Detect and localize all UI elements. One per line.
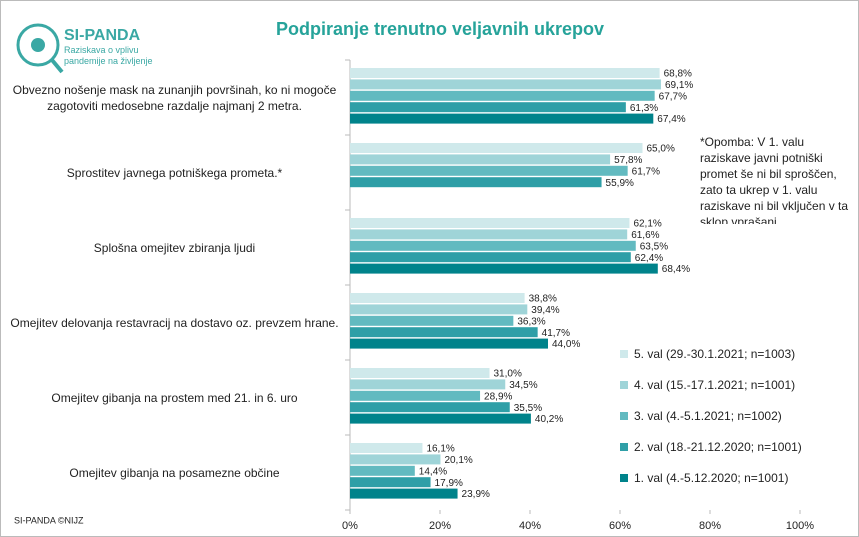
value-label: 69,1% (665, 80, 693, 91)
logo-subtitle: Raziskava o vplivu pandemije na življenj… (64, 45, 153, 66)
value-label: 20,1% (444, 455, 472, 466)
value-label: 61,7% (632, 166, 660, 177)
bar (350, 488, 458, 499)
bar (350, 177, 602, 188)
bar (350, 338, 548, 349)
category-label-box: Obvezno nošenje mask na zunanjih površin… (12, 82, 337, 113)
category-label-box: Omejitev delovanja restavracij na dostav… (10, 315, 339, 330)
bar (350, 315, 514, 326)
bar (350, 102, 626, 113)
bar (350, 477, 431, 488)
category-label: Omejitev gibanja na prostem med 21. in 6… (51, 390, 298, 405)
value-label: 44,0% (552, 339, 580, 350)
value-label: 36,3% (517, 316, 545, 327)
bar (350, 390, 481, 401)
logo-handle (50, 58, 64, 74)
x-tick-label: 40% (519, 520, 541, 532)
legend-label: 4. val (15.-17.1.2021; n=1001) (634, 378, 795, 392)
value-label: 67,4% (657, 114, 685, 125)
bar (350, 113, 654, 124)
category-label: Omejitev gibanja na posamezne občine (69, 465, 280, 480)
footer: SI-PANDA ©NIJZ (14, 515, 84, 525)
value-label: 62,4% (635, 253, 663, 264)
bar (350, 379, 506, 390)
category-label-box: Omejitev gibanja na posamezne občine (69, 465, 280, 480)
bar (350, 402, 510, 413)
value-label: 65,0% (647, 144, 675, 155)
chart-title: Podpiranje trenutno veljavnih ukrepov (276, 19, 604, 39)
x-tick-label: 60% (609, 520, 631, 532)
bar (350, 165, 628, 176)
value-label: 34,5% (509, 380, 537, 391)
value-label: 31,0% (494, 369, 522, 380)
logo-icon (16, 23, 60, 67)
logo-subtitle-box: Raziskava o vplivu pandemije na življenj… (64, 45, 153, 66)
value-label: 68,8% (664, 69, 692, 80)
value-label: 61,6% (631, 230, 659, 241)
value-label: 67,7% (659, 91, 687, 102)
value-label: 16,1% (426, 444, 454, 455)
bar (350, 465, 415, 476)
value-label: 40,2% (535, 414, 563, 425)
bar (350, 79, 661, 90)
bar (350, 413, 531, 424)
bar (350, 454, 441, 465)
value-label: 41,7% (542, 328, 570, 339)
category-label: Sprostitev javnega potniškega prometa.* (66, 165, 283, 180)
value-label: 39,4% (531, 305, 559, 316)
value-label: 38,8% (529, 294, 557, 305)
note-box: *Opomba: V 1. valu raziskave javni potni… (700, 135, 849, 224)
bar (350, 240, 636, 251)
category-label-box: Splošna omejitev zbiranja ljudi (93, 240, 256, 255)
legend-swatch (620, 412, 628, 420)
bar (350, 368, 490, 378)
bar (350, 154, 611, 165)
legend-label: 3. val (4.-5.1.2021; n=1002) (634, 409, 782, 423)
value-label: 17,9% (435, 478, 463, 489)
value-label: 28,9% (484, 391, 512, 402)
value-label: 68,4% (662, 264, 690, 275)
bar (350, 68, 660, 78)
logo-virus (31, 38, 45, 52)
note: *Opomba: V 1. valu raziskave javni potni… (700, 135, 849, 224)
category-label-box: Sprostitev javnega potniškega prometa.* (66, 165, 283, 180)
x-tick-label: 100% (786, 520, 814, 532)
value-label: 35,5% (514, 403, 542, 414)
value-label: 55,9% (606, 178, 634, 189)
bar (350, 143, 643, 153)
bar (350, 293, 525, 303)
value-label: 23,9% (462, 489, 490, 500)
bar (350, 252, 631, 263)
value-label: 14,4% (419, 466, 447, 477)
category-label: Omejitev delovanja restavracij na dostav… (10, 315, 339, 330)
logo-name: SI-PANDA (64, 27, 141, 44)
category-label: Obvezno nošenje mask na zunanjih površin… (12, 82, 337, 113)
legend-swatch (620, 474, 628, 482)
bar (350, 263, 658, 274)
bar (350, 229, 628, 240)
bar (350, 304, 528, 315)
bar (350, 443, 423, 453)
x-tick-label: 0% (342, 520, 358, 532)
value-label: 62,1% (633, 219, 661, 230)
x-tick-label: 20% (429, 520, 451, 532)
legend-label: 2. val (18.-21.12.2020; n=1001) (634, 440, 802, 454)
x-tick-label: 80% (699, 520, 721, 532)
value-label: 61,3% (630, 103, 658, 114)
bar (350, 90, 655, 101)
category-label: Splošna omejitev zbiranja ljudi (93, 240, 256, 255)
bar (350, 327, 538, 338)
legend-swatch (620, 350, 628, 358)
bar (350, 218, 630, 228)
legend-swatch (620, 443, 628, 451)
value-label: 63,5% (640, 241, 668, 252)
value-label: 57,8% (614, 155, 642, 166)
legend-label: 5. val (29.-30.1.2021; n=1003) (634, 347, 795, 361)
category-label-box: Omejitev gibanja na prostem med 21. in 6… (51, 390, 298, 405)
legend-label: 1. val (4.-5.12.2020; n=1001) (634, 471, 788, 485)
legend-swatch (620, 381, 628, 389)
